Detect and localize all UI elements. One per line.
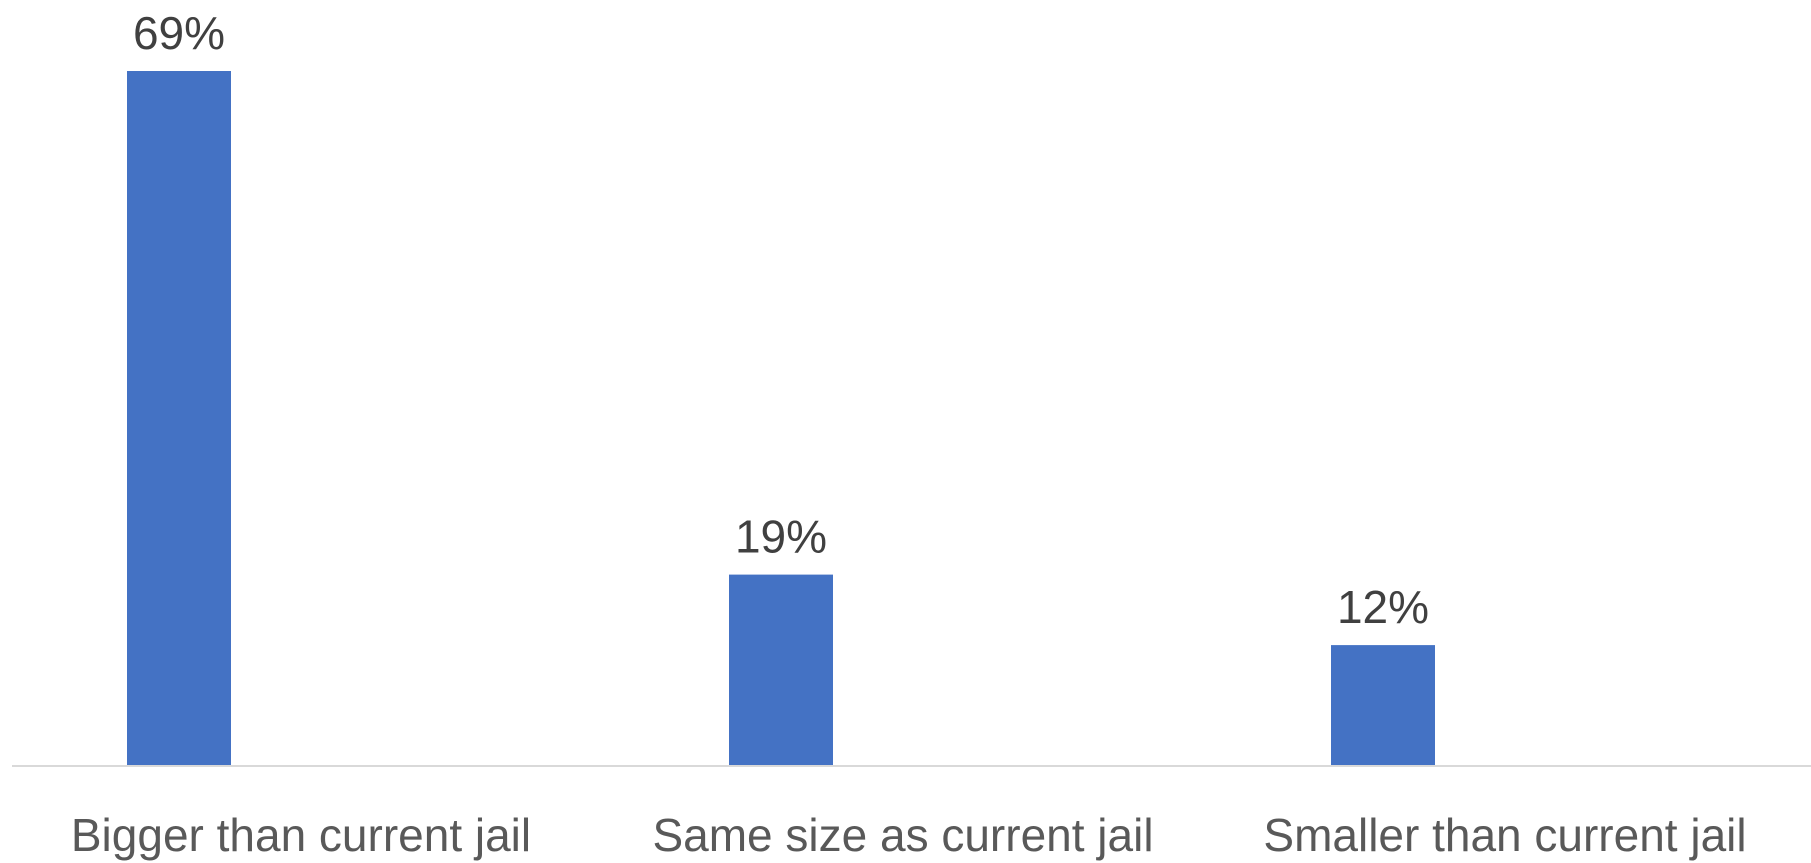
bar-0	[127, 71, 231, 766]
category-label-0: Bigger than current jail	[71, 809, 531, 861]
bars-group	[127, 71, 1435, 766]
bar-2	[1331, 645, 1435, 766]
category-label-1: Same size as current jail	[652, 809, 1153, 861]
data-label-2: 12%	[1337, 581, 1429, 633]
category-labels-group: Bigger than current jail Same size as cur…	[71, 809, 1747, 861]
data-label-0: 69%	[133, 7, 225, 59]
data-labels-group: 69% 19% 12%	[133, 7, 1429, 633]
data-label-1: 19%	[735, 511, 827, 563]
category-label-2: Smaller than current jail	[1263, 809, 1746, 861]
bar-1	[729, 574, 833, 766]
